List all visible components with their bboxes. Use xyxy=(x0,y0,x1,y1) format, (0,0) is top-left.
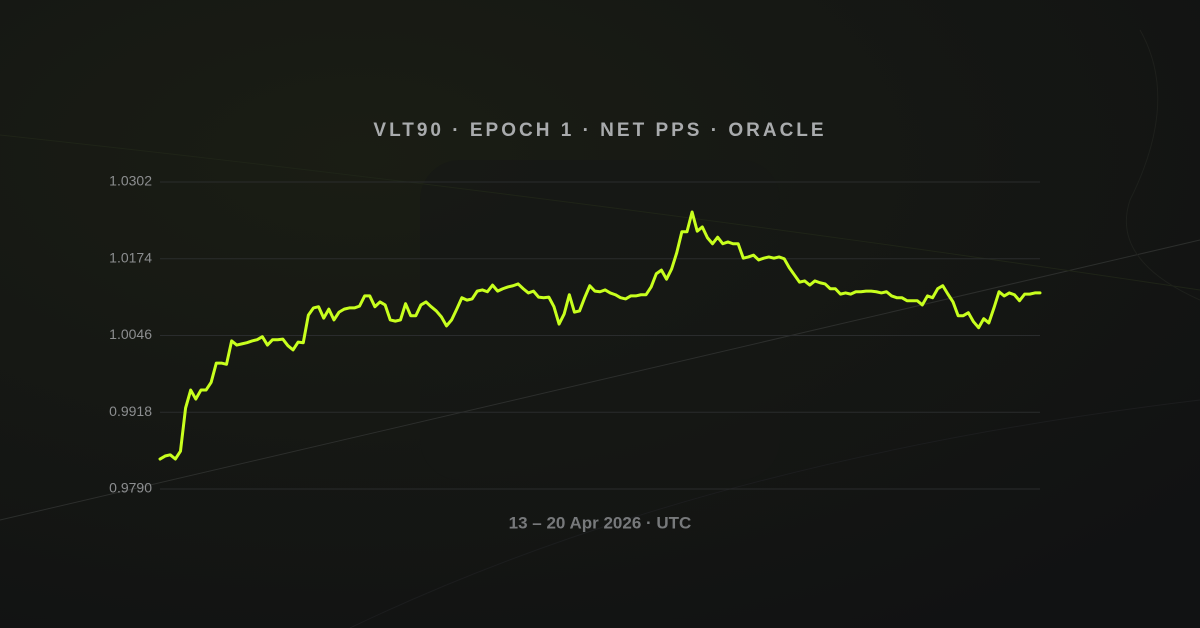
watermark xyxy=(420,160,780,480)
y-tick-label: 1.0302 xyxy=(109,173,152,189)
y-tick-label: 0.9790 xyxy=(109,480,152,496)
x-axis-label: 13 – 20 Apr 2026 · UTC xyxy=(509,513,692,532)
line xyxy=(158,210,1042,461)
y-tick-label: 1.0046 xyxy=(109,326,152,342)
decor-line xyxy=(349,399,1200,628)
chart-title: VLT90 · EPOCH 1 · NET PPS · ORACLE xyxy=(373,120,826,141)
y-tick-label: 0.9918 xyxy=(109,403,152,419)
y-tick-label: 1.0174 xyxy=(109,249,152,265)
decor-line xyxy=(0,134,1200,291)
decor-line xyxy=(1125,29,1200,301)
decor-line xyxy=(0,239,1200,521)
